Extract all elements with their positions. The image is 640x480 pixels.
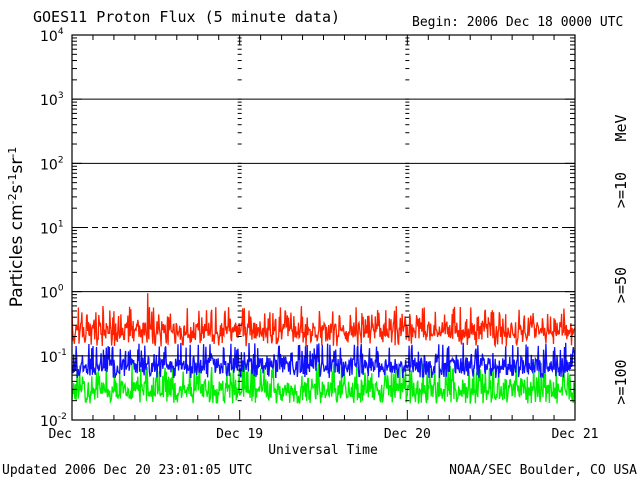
legend-item-ge10: >=10 (612, 172, 630, 208)
y-tick-label: 100 (40, 284, 64, 302)
y-axis-label-text: Particles cm (7, 204, 27, 307)
tick-layer (71, 35, 576, 421)
x-tick-label: Dec 21 (552, 427, 599, 442)
y-tick-exponent: 2 (58, 155, 64, 165)
y-tick-label: 10-1 (40, 348, 67, 366)
y-tick-base: 10 (40, 93, 58, 109)
y-axis-exp-c: -1 (6, 147, 19, 158)
y-tick-exponent: 4 (58, 27, 64, 37)
legend-unit: MeV (612, 114, 630, 141)
y-axis-exp-a: -2 (6, 193, 19, 204)
y-axis-sr: sr (7, 158, 27, 174)
y-tick-base: 10 (40, 29, 58, 45)
y-tick-label: 102 (40, 155, 64, 173)
y-tick-label: 101 (40, 220, 64, 238)
plot-area (71, 34, 576, 421)
y-tick-exponent: -1 (58, 348, 67, 358)
updated-label: Updated 2006 Dec 20 23:01:05 UTC (2, 463, 252, 478)
legend-item-ge50: >=50 (612, 267, 630, 303)
y-tick-exponent: 0 (58, 284, 64, 294)
y-tick-base: 10 (40, 157, 58, 173)
x-tick-labels: Dec 18 Dec 19 Dec 20 Dec 21 (49, 427, 599, 442)
chart-title: GOES11 Proton Flux (5 minute data) (33, 8, 340, 26)
y-tick-base: 10 (40, 222, 58, 238)
series-layer (71, 293, 576, 405)
y-axis-label: Particles cm-2s-1sr-1 (6, 147, 27, 308)
source-label: NOAA/SEC Boulder, CO USA (449, 463, 637, 478)
y-tick-label: 104 (40, 27, 64, 45)
begin-label: Begin: 2006 Dec 18 0000 UTC (412, 15, 623, 30)
y-tick-label: 10-2 (40, 412, 67, 430)
y-tick-label: 103 (40, 91, 64, 109)
x-tick-label: Dec 18 (49, 427, 96, 442)
x-tick-label: Dec 20 (384, 427, 431, 442)
series-line (71, 342, 576, 379)
y-tick-base: 10 (40, 414, 58, 430)
legend: MeV >=10 >=50 >=100 (612, 114, 630, 404)
y-tick-exponent: 3 (58, 91, 64, 101)
series-line (71, 362, 576, 405)
x-tick-label: Dec 19 (216, 427, 263, 442)
y-tick-base: 10 (40, 286, 58, 302)
y-axis-exp-b: -1 (6, 174, 19, 185)
grid-layer (72, 98, 575, 357)
y-tick-exponent: 1 (58, 220, 64, 230)
x-axis-label: Universal Time (268, 443, 378, 458)
y-tick-exponent: -2 (58, 412, 67, 422)
y-axis-s: s (7, 184, 27, 193)
y-tick-base: 10 (40, 350, 58, 366)
legend-item-ge100: >=100 (612, 359, 630, 404)
series-line (71, 293, 576, 349)
